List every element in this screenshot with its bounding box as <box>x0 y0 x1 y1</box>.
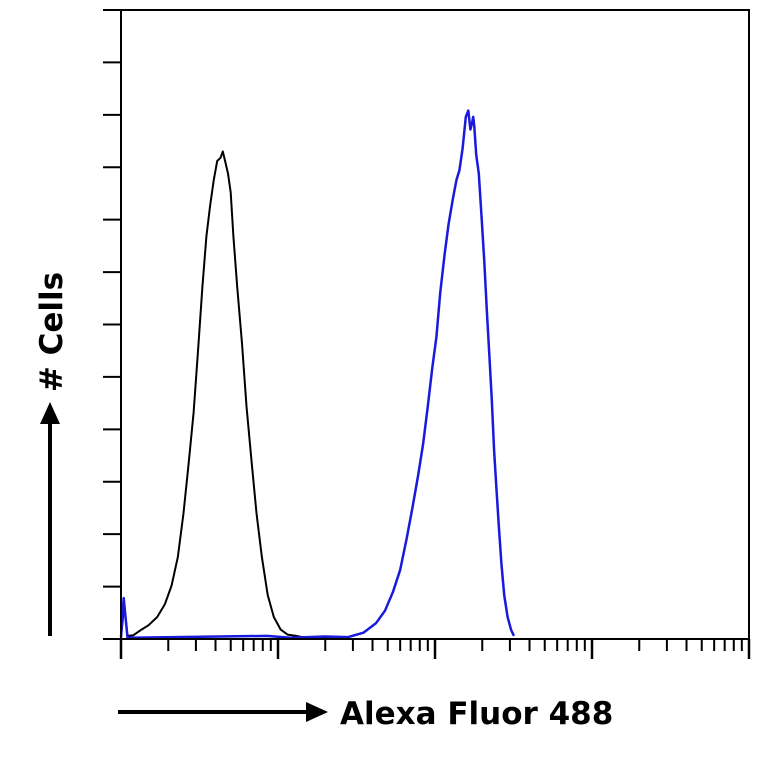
y-axis-label: # Cells <box>34 272 70 392</box>
series-layer <box>119 109 516 640</box>
y-axis-ticks <box>103 9 121 640</box>
y-axis-label-group: # Cells <box>34 272 70 636</box>
x-axis-label: Alexa Fluor 488 <box>340 696 613 732</box>
y-axis-arrow-head <box>40 402 60 424</box>
x-axis-label-group: Alexa Fluor 488 <box>118 696 613 732</box>
plot-frame <box>120 9 750 640</box>
x-axis-ticks <box>119 639 751 659</box>
histogram-line-blue <box>119 109 516 639</box>
x-axis-arrow-head <box>306 702 328 722</box>
histogram-line-black <box>120 150 332 640</box>
